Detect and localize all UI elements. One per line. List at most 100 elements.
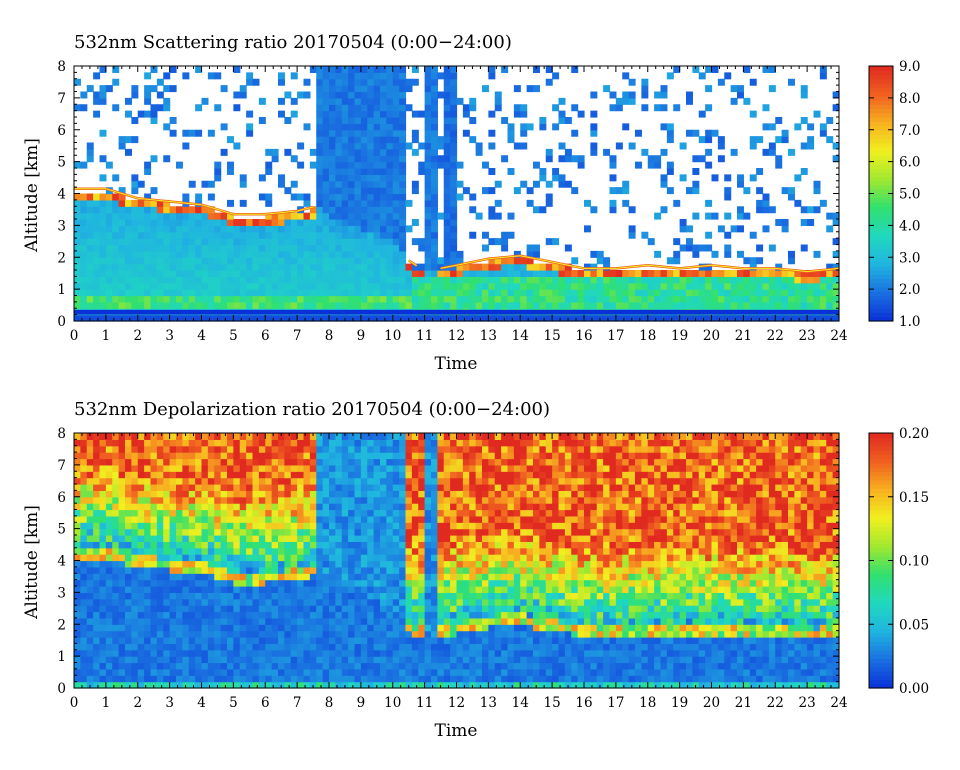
heatmap-cell [271,295,279,303]
heatmap-cell [571,104,579,112]
heatmap-cell [450,212,458,220]
heatmap-cell [373,85,381,93]
heatmap-cell [80,104,88,112]
heatmap-cell [443,117,451,124]
heatmap-cell [622,199,630,207]
heatmap-cell [105,85,113,93]
heatmap-cell [137,225,145,233]
heatmap-cell [284,270,292,277]
heatmap-cell [252,244,260,252]
heatmap-cell [214,598,222,606]
heatmap-cell [788,289,795,297]
heatmap-cell [118,301,126,309]
heatmap-cell [105,219,113,226]
heatmap-cell [360,168,368,175]
heatmap-cell [207,617,215,625]
heatmap-cell [227,560,234,568]
heatmap-cell [303,231,311,239]
heatmap-cell [329,244,336,252]
heatmap-cell [252,301,260,309]
heatmap-cell [176,250,183,258]
heatmap-cell [150,66,158,73]
heatmap-cell [188,541,196,549]
heatmap-cell [297,282,305,290]
heatmap-cell [450,289,458,297]
heatmap-cell [163,85,171,93]
heatmap-cell [399,668,407,676]
heatmap-cell [380,554,387,562]
heatmap-cell [348,522,356,530]
heatmap-cell [724,231,732,239]
heatmap-cell [488,212,496,220]
heatmap-cell [195,439,203,447]
heatmap-cell [118,244,126,252]
heatmap-cell [431,91,438,99]
heatmap-cell [348,168,356,175]
heatmap-cell [322,148,330,156]
heatmap-cell [360,199,368,207]
heatmap-cell [144,573,152,581]
heatmap-cell [156,598,164,606]
heatmap-cell [188,477,196,485]
heatmap-cell [290,630,298,638]
heatmap-cell [367,681,375,689]
heatmap-cell [354,289,362,297]
heatmap-cell [622,301,630,309]
heatmap-cell [494,301,502,309]
heatmap-cell [239,656,247,664]
y-tick-label: 4 [57,187,66,203]
heatmap-cell [80,566,88,574]
heatmap-cell [125,675,132,683]
heatmap-cell [303,123,311,131]
heatmap-cell [609,187,617,195]
heatmap-cell [271,433,279,440]
heatmap-cell [392,566,400,574]
heatmap-cell [201,490,209,498]
heatmap-cell [526,270,534,277]
heatmap-cell [399,439,407,447]
heatmap-cell [316,617,324,625]
heatmap-cell [399,554,407,562]
heatmap-cell [673,301,681,309]
heatmap-cell [195,598,203,606]
heatmap-cell [635,314,642,322]
heatmap-cell [832,219,840,226]
heatmap-cell [201,276,209,284]
x-tick-label: 7 [293,328,302,344]
heatmap-cell [93,314,101,322]
heatmap-cell [329,573,336,581]
heatmap-cell [297,219,305,226]
heatmap-cell [278,637,285,644]
heatmap-cell [118,477,126,485]
heatmap-cell [233,509,241,517]
heatmap-cell [443,206,451,214]
heatmap-cell [99,528,107,536]
heatmap-cell [176,566,183,574]
heatmap-cell [335,72,343,80]
heatmap-cell [201,180,209,188]
heatmap-cell [520,180,528,188]
heatmap-cell [737,301,744,309]
heatmap-cell [278,270,285,277]
heatmap-cell [163,554,171,562]
heatmap-cell [367,168,375,175]
heatmap-cell [246,225,254,233]
heatmap-cell [488,257,496,265]
heatmap-cell [144,231,152,239]
heatmap-cell [475,148,483,156]
heatmap-cell [354,78,362,86]
heatmap-cell [80,509,88,517]
heatmap-cell [615,289,623,297]
heatmap-cell [380,528,387,536]
heatmap-cell [86,445,94,453]
heatmap-cell [711,314,719,322]
heatmap-cell [278,263,285,271]
heatmap-cell [207,458,215,466]
heatmap-cell [411,136,419,144]
heatmap-cell [297,681,305,689]
heatmap-cell [150,289,158,297]
heatmap-cell [195,433,203,440]
heatmap-cell [131,611,139,619]
heatmap-cell [392,142,400,150]
colorbar-swatch [869,270,893,275]
